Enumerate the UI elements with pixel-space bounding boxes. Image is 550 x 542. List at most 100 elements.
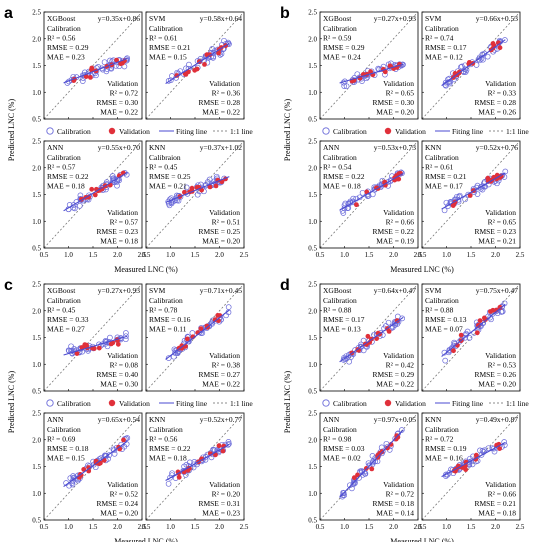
calibration-point	[102, 338, 109, 344]
validation-point	[365, 333, 371, 339]
legend-validation-marker	[384, 127, 392, 135]
calibration-stat: R² = 0.72	[425, 435, 454, 444]
calibration-stat: MAE = 0.18	[149, 454, 187, 463]
x-tick-label: 2.0	[113, 523, 122, 531]
fit-equation: y=0.27x+0.93	[374, 14, 416, 23]
calibration-stat: RMSE = 0.29	[323, 43, 365, 52]
validation-stat: MAE = 0.22	[202, 108, 240, 117]
panel-b: b Predicted LNC (%) Measured LNC (%) Calibr…	[280, 5, 529, 274]
validation-stat: Validation	[107, 480, 138, 489]
calibration-point	[210, 447, 217, 453]
calibration-stat: Calibration	[149, 24, 183, 33]
fit-equation: y=0.97x+0.05	[374, 415, 416, 424]
validation-point	[86, 465, 91, 470]
calibration-stat: MAE = 0.27	[47, 325, 85, 334]
y-tick-label: 2.0	[32, 307, 41, 315]
calibration-point	[170, 353, 177, 360]
calibration-point	[366, 462, 373, 469]
calibration-stat: RMSE = 0.21	[425, 172, 467, 181]
validation-stat: R² = 0.08	[110, 361, 139, 370]
validation-point	[355, 472, 360, 478]
y-tick-label: 2.0	[32, 35, 41, 43]
calibration-point	[385, 319, 392, 326]
model-name: XGBoost	[323, 286, 352, 295]
calibration-stat: MAE = 0.23	[47, 53, 85, 62]
validation-point	[497, 446, 502, 451]
validation-stat: RMSE = 0.31	[198, 499, 240, 508]
validation-point	[194, 66, 200, 72]
fitting-line	[165, 176, 230, 203]
calibration-stat: MAE = 0.18	[323, 182, 361, 191]
validation-stat: MAE = 0.20	[100, 509, 138, 518]
validation-stat: R² = 0.42	[386, 361, 415, 370]
calibration-point	[342, 356, 348, 362]
fit-equation: y=0.35x+0.86	[98, 14, 140, 23]
validation-point	[184, 336, 190, 342]
fitting-line	[63, 440, 128, 488]
validation-point	[488, 309, 493, 314]
model-name: KNN	[425, 143, 442, 152]
calibration-point	[462, 334, 469, 341]
x-axis-label: Measured LNC (%)	[390, 265, 454, 274]
validation-stat: Validation	[485, 351, 516, 360]
x-tick-label: 0.5	[142, 523, 151, 531]
calibration-point	[98, 65, 105, 72]
y-tick-label: 2.5	[32, 281, 41, 289]
x-tick-label: 1.5	[365, 523, 374, 531]
validation-point	[216, 50, 221, 56]
calibration-stat: MAE = 0.21	[149, 182, 187, 191]
x-axis-label: Measured LNC (%)	[114, 537, 178, 542]
x-tick-label: 1.5	[89, 523, 98, 531]
y-tick-label: 2.5	[308, 9, 317, 17]
validation-point	[212, 317, 218, 323]
x-axis-label: Measured LNC (%)	[390, 537, 454, 542]
calibration-point	[109, 173, 116, 179]
validation-stat: MAE = 0.22	[100, 108, 138, 117]
fitting-line	[339, 63, 404, 84]
calibration-point	[360, 347, 367, 354]
fitting-line	[339, 429, 404, 498]
calibration-stat: RMSE = 0.17	[323, 315, 365, 324]
y-tick-label: 0.5	[308, 388, 317, 396]
fit-equation: y=0.65x+0.54	[98, 415, 140, 424]
calibration-point	[458, 64, 464, 70]
validation-point	[108, 341, 114, 347]
y-tick-label: 1.0	[308, 218, 317, 226]
validation-point	[485, 175, 491, 181]
identity-line	[43, 11, 143, 120]
validation-stat: Validation	[383, 351, 414, 360]
validation-stat: R² = 0.66	[488, 490, 517, 499]
validation-point	[204, 52, 210, 58]
y-tick-label: 1.5	[32, 334, 41, 342]
x-tick-label: 0.5	[316, 523, 325, 531]
calibration-point	[487, 314, 493, 321]
calibration-point	[226, 441, 232, 447]
calibration-stat: RMSE = 0.22	[47, 172, 89, 181]
y-tick-label: 1.0	[32, 218, 41, 226]
calibration-stat: Calibration	[425, 296, 459, 305]
legend-fitting-label: Fiting line	[176, 127, 208, 136]
validation-stat: R² = 0.65	[488, 218, 517, 227]
legend-validation-label: Validation	[395, 127, 426, 136]
x-tick-label: 1.5	[365, 251, 374, 259]
x-tick-label: 0.5	[142, 251, 151, 259]
fitting-line	[63, 335, 128, 356]
calibration-stat: Calibration	[47, 153, 81, 162]
calibration-point	[349, 485, 355, 492]
calibration-point	[443, 199, 450, 206]
validation-stat: Validation	[209, 79, 240, 88]
validation-point	[387, 63, 393, 69]
calibration-stat: RMSE = 0.33	[47, 315, 89, 324]
calibration-point	[165, 198, 172, 205]
legend-identity-label: 1:1 line	[230, 127, 253, 136]
x-tick-label: 2.0	[215, 523, 224, 531]
fit-equation: y=0.37x+1.02	[200, 143, 242, 152]
x-tick-label: 1.0	[442, 523, 451, 531]
y-tick-label: 1.5	[308, 191, 317, 199]
validation-point	[198, 326, 204, 331]
identity-line	[319, 11, 419, 120]
validation-point	[369, 466, 375, 472]
x-tick-label: 2.5	[138, 523, 147, 531]
model-name: ANN	[323, 143, 340, 152]
